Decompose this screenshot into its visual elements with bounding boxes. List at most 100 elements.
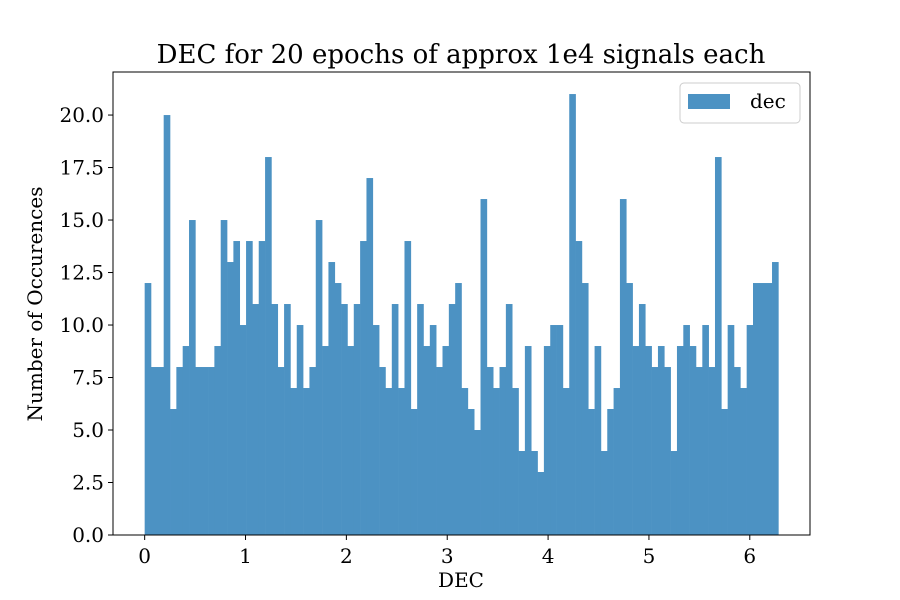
- histogram-bar-86: [689, 346, 697, 535]
- histogram-bar-33: [353, 304, 361, 535]
- histogram-bar-37: [379, 367, 386, 535]
- chart-title: DEC for 20 epochs of approx 1e4 signals …: [157, 40, 766, 70]
- histogram-bar-84: [676, 346, 684, 535]
- histogram-bar-92: [727, 325, 735, 535]
- histogram-bar-80: [651, 367, 659, 535]
- histogram-bar-7: [189, 220, 196, 535]
- histogram-bar-56: [499, 367, 507, 535]
- histogram-bar-57: [505, 304, 513, 535]
- histogram-bar-47: [442, 346, 450, 535]
- histogram-bar-55: [493, 388, 500, 535]
- histogram-bar-88: [702, 325, 709, 535]
- histogram-bar-46: [436, 367, 443, 535]
- histogram-bar-4: [170, 409, 177, 535]
- histogram-bar-17: [252, 304, 260, 535]
- histogram-bar-66: [562, 388, 570, 535]
- histogram-bar-74: [613, 388, 621, 535]
- histogram-bar-62: [537, 472, 545, 535]
- histogram-bar-72: [600, 451, 608, 535]
- y-tick-label-4: 10.0: [59, 313, 104, 337]
- histogram-bar-65: [556, 325, 564, 535]
- histogram-bar-43: [417, 304, 424, 535]
- histogram-bar-30: [334, 283, 342, 535]
- legend-box: [679, 82, 801, 124]
- histogram-bar-15: [239, 325, 247, 535]
- x-tick-label-6: 6: [743, 544, 756, 568]
- histogram-bar-97: [759, 283, 766, 535]
- histogram-bar-93: [733, 367, 741, 535]
- histogram-bar-69: [581, 283, 589, 535]
- histogram-bar-16: [246, 241, 253, 535]
- histogram-bar-5: [176, 367, 183, 535]
- histogram-bar-3: [163, 115, 171, 536]
- x-axis: 0 1 2 3 4 5 6: [138, 535, 756, 568]
- y-axis: 0.0 2.5 5.0 7.5 10.0 12.5 15.0 17.5 20.0: [59, 103, 113, 547]
- histogram-bar-29: [328, 262, 336, 535]
- histogram-bar-23: [290, 388, 298, 535]
- histogram-bar-67: [569, 94, 576, 536]
- histogram-bar-31: [341, 304, 348, 535]
- histogram-bar-28: [322, 346, 329, 535]
- histogram-bar-27: [315, 220, 323, 535]
- y-tick-label-8: 20.0: [59, 103, 104, 127]
- histogram-bar-70: [588, 409, 595, 535]
- histogram-bar-96: [753, 283, 760, 535]
- histogram-bar-2: [157, 367, 164, 535]
- histogram-bar-63: [543, 346, 551, 535]
- y-tick-label-1: 2.5: [72, 471, 104, 495]
- histogram-bar-71: [594, 346, 602, 535]
- histogram-bar-26: [309, 367, 317, 535]
- histogram-bar-87: [695, 367, 703, 535]
- x-tick-label-1: 1: [239, 544, 252, 568]
- histogram-bar-9: [201, 367, 209, 535]
- y-tick-label-5: 12.5: [59, 261, 104, 285]
- x-tick-label-2: 2: [340, 544, 353, 568]
- histogram-bar-79: [645, 346, 652, 535]
- histogram-bar-82: [664, 367, 671, 535]
- histogram-bar-95: [746, 325, 754, 535]
- histogram-bar-54: [486, 367, 494, 535]
- histogram-bar-42: [410, 409, 418, 535]
- x-tick-label-5: 5: [643, 544, 656, 568]
- histogram-bar-53: [480, 199, 488, 536]
- y-tick-label-3: 7.5: [72, 366, 104, 390]
- histogram-bar-6: [182, 346, 190, 535]
- histogram-bar-18: [258, 241, 266, 535]
- histogram-bar-35: [366, 178, 374, 536]
- histogram-bar-22: [284, 304, 291, 535]
- histogram-bar-58: [512, 388, 519, 535]
- histogram-bar-41: [404, 241, 412, 535]
- histogram-bar-91: [721, 409, 728, 535]
- histogram-bar-51: [467, 409, 475, 535]
- y-axis-label: Number of Occurences: [23, 187, 47, 422]
- histogram-bar-19: [265, 157, 272, 536]
- histogram-bar-25: [303, 388, 310, 535]
- histogram-bar-83: [670, 451, 678, 535]
- histogram-bar-39: [391, 304, 399, 535]
- histogram-bar-48: [448, 304, 456, 535]
- histogram-bar-81: [657, 346, 665, 535]
- histogram-bar-21: [277, 367, 285, 535]
- legend-label-dec: dec: [750, 89, 786, 113]
- x-tick-label-3: 3: [441, 544, 454, 568]
- histogram-bar-61: [531, 451, 538, 535]
- histogram-bar-14: [233, 241, 241, 535]
- histogram-bar-49: [455, 283, 462, 535]
- histogram-bar-11: [214, 346, 222, 535]
- y-tick-label-2: 5.0: [72, 418, 104, 442]
- histogram-bar-24: [296, 325, 304, 535]
- y-tick-label-6: 15.0: [59, 208, 104, 232]
- x-tick-label-4: 4: [542, 544, 555, 568]
- histogram-bar-34: [360, 241, 367, 535]
- histogram-bar-20: [271, 304, 279, 535]
- histogram-bar-52: [474, 430, 481, 535]
- histogram-bar-99: [772, 262, 779, 535]
- histogram-bar-90: [714, 157, 722, 536]
- histogram-bar-36: [372, 325, 380, 535]
- plot-area-frame: [112, 71, 811, 536]
- histogram-bar-1: [151, 367, 158, 535]
- histogram-bar-32: [347, 346, 355, 535]
- histogram-bar-59: [518, 451, 526, 535]
- histogram-bar-68: [575, 241, 583, 535]
